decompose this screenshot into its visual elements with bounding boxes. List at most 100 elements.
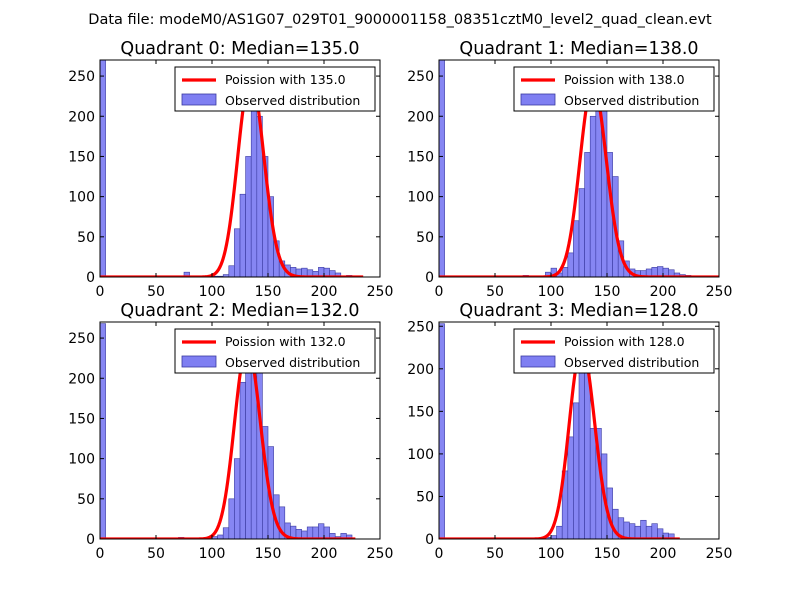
histogram-bar xyxy=(329,533,336,539)
histogram-bar xyxy=(439,60,445,277)
histogram-bar xyxy=(228,498,235,539)
histogram-bar xyxy=(573,220,580,277)
histogram-bar xyxy=(234,458,241,539)
x-tick-label: 200 xyxy=(650,546,677,562)
legend-label-poisson: Poission with 128.0 xyxy=(564,334,685,349)
y-tick-label: 50 xyxy=(416,230,434,246)
panel-quadrant-2: 0 50 100 150 200 250 0 50 100 150 200 250 Quadrant 2… xyxy=(68,301,393,562)
axes-frame xyxy=(99,59,381,278)
legend-label-observed: Observed distribution xyxy=(225,93,360,108)
legend: Poission with 128.0 Observed distribution xyxy=(513,328,715,374)
y-tick-label: 50 xyxy=(416,489,434,505)
poisson-curve xyxy=(100,76,364,277)
x-tick-label: 50 xyxy=(486,284,504,300)
histogram-bar xyxy=(312,526,319,539)
y-tick-label: 50 xyxy=(77,230,95,246)
y-tick-label: 50 xyxy=(77,492,95,508)
y-tick-label: 0 xyxy=(425,270,434,286)
panel-title: Quadrant 0: Median=135.0 xyxy=(120,39,359,59)
y-tick-label: 100 xyxy=(407,190,434,206)
x-tick-label: 50 xyxy=(147,284,165,300)
legend: Poission with 138.0 Observed distribution xyxy=(513,66,715,112)
histogram-bar xyxy=(573,402,580,539)
y-tick-label: 0 xyxy=(425,532,434,548)
histogram-bar xyxy=(439,323,445,539)
histogram-bar xyxy=(217,534,224,539)
x-tick-label: 250 xyxy=(367,284,394,300)
x-tick-label: 100 xyxy=(538,284,565,300)
histogram-bar xyxy=(567,252,574,277)
histogram-bar xyxy=(629,523,636,539)
histogram-bar xyxy=(561,267,569,277)
x-tick-label: 150 xyxy=(594,284,621,300)
histogram-bar xyxy=(222,527,230,539)
histogram-bar xyxy=(245,345,252,539)
legend-label-poisson: Poission with 135.0 xyxy=(225,72,346,87)
histogram-bar xyxy=(651,523,658,539)
histogram-bar xyxy=(589,115,597,277)
x-tick-label: 50 xyxy=(147,546,165,562)
x-tick-label: 250 xyxy=(706,284,733,300)
legend: Poission with 135.0 Observed distribution xyxy=(174,66,376,112)
x-tick-label: 150 xyxy=(594,546,621,562)
x-tick-label: 0 xyxy=(96,284,105,300)
x-tick-label: 0 xyxy=(96,546,105,562)
x-tick-label: 100 xyxy=(538,546,565,562)
figure-title: Data file: modeM0/AS1G07_029T01_90000011… xyxy=(88,12,712,28)
histogram-bar xyxy=(567,436,574,539)
y-tick-label: 0 xyxy=(86,532,95,548)
legend-label-observed: Observed distribution xyxy=(564,93,699,108)
x-tick-label: 0 xyxy=(435,546,444,562)
legend-box xyxy=(174,328,376,374)
legend-label-poisson: Poission with 132.0 xyxy=(225,334,346,349)
histogram-bar xyxy=(323,526,330,539)
poisson-curve xyxy=(439,82,719,277)
y-tick-label: 250 xyxy=(68,69,95,85)
y-tick-label: 200 xyxy=(68,109,95,125)
y-tick-label: 100 xyxy=(68,452,95,468)
histogram-bar xyxy=(589,428,597,539)
histogram-bar xyxy=(100,323,106,539)
x-tick-label: 200 xyxy=(650,284,677,300)
y-tick-label: 250 xyxy=(407,69,434,85)
plot-content xyxy=(100,60,364,277)
y-tick-label: 150 xyxy=(68,411,95,427)
x-tick-label: 50 xyxy=(486,546,504,562)
y-tick-label: 200 xyxy=(407,109,434,125)
y-tick-label: 0 xyxy=(86,270,95,286)
legend-patch-swatch xyxy=(181,355,217,368)
panel-title: Quadrant 2: Median=132.0 xyxy=(120,301,359,321)
x-tick-label: 100 xyxy=(199,546,226,562)
y-tick-label: 250 xyxy=(68,331,95,347)
histogram-bar xyxy=(234,228,241,277)
histogram-bar xyxy=(584,152,591,277)
legend-patch-swatch xyxy=(520,93,556,106)
histogram-bar xyxy=(228,265,235,277)
histogram-bar xyxy=(256,353,263,539)
y-tick-label: 200 xyxy=(407,362,434,378)
histogram-bar xyxy=(634,525,641,539)
legend-patch-swatch xyxy=(181,93,217,106)
axes-frame xyxy=(438,321,720,540)
legend-label-observed: Observed distribution xyxy=(225,355,360,370)
histogram-bar xyxy=(578,188,585,277)
y-tick-label: 250 xyxy=(407,319,434,335)
y-tick-label: 100 xyxy=(68,190,95,206)
x-tick-label: 250 xyxy=(367,546,394,562)
panel-title: Quadrant 3: Median=128.0 xyxy=(459,301,698,321)
y-tick-label: 100 xyxy=(407,447,434,463)
panel-title: Quadrant 1: Median=138.0 xyxy=(459,39,698,59)
histogram-bar xyxy=(640,519,647,539)
histogram-bar xyxy=(645,525,653,539)
panel-quadrant-1: 0 50 100 150 200 250 0 50 100 150 200 250 Quadrant 1… xyxy=(407,39,732,300)
legend-patch-swatch xyxy=(520,355,556,368)
histogram-bar xyxy=(306,526,314,539)
legend-label-poisson: Poission with 138.0 xyxy=(564,72,685,87)
x-tick-label: 250 xyxy=(706,546,733,562)
histogram-bar xyxy=(318,523,325,539)
y-tick-label: 150 xyxy=(68,149,95,165)
histogram-bar xyxy=(550,535,557,539)
histogram-bar xyxy=(578,347,585,539)
histogram-bar xyxy=(346,534,353,539)
panel-quadrant-0: 0 50 100 150 200 250 0 50 100 150 200 250 Quadrant 0… xyxy=(68,39,393,300)
